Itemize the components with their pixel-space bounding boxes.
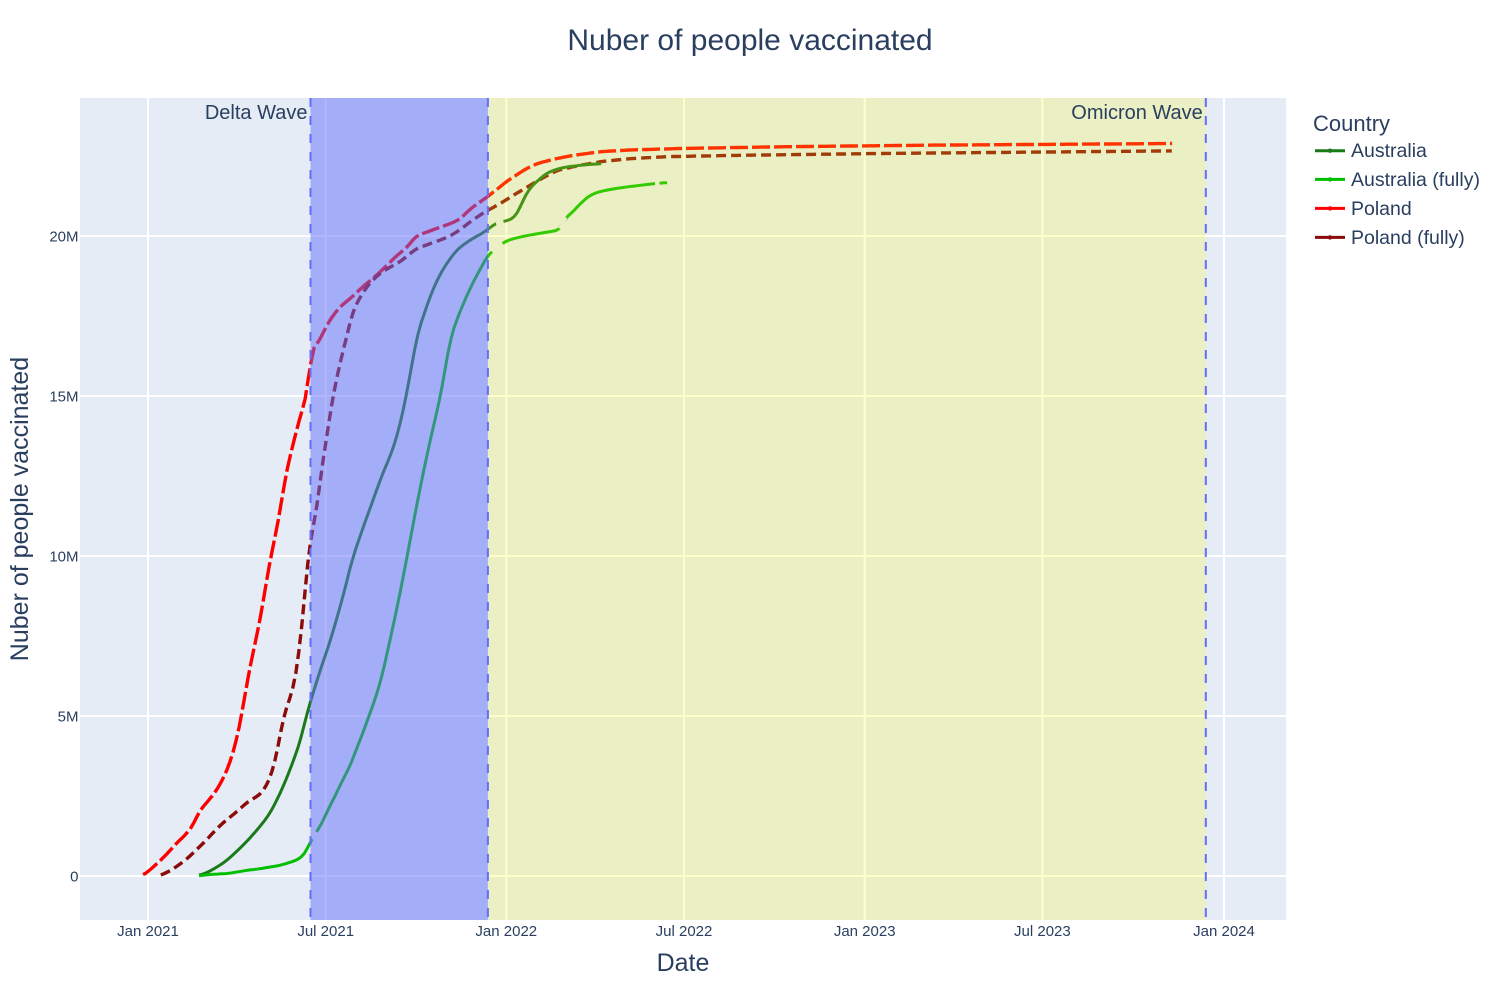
svg-text:Jul 2021: Jul 2021 [297,923,354,940]
svg-text:Jan 2023: Jan 2023 [834,923,896,940]
svg-text:Jul 2023: Jul 2023 [1014,923,1071,940]
svg-text:Date: Date [657,949,710,977]
svg-text:0: 0 [70,868,78,885]
svg-text:Nuber of people vaccinated: Nuber of people vaccinated [567,24,932,57]
svg-text:20M: 20M [49,228,78,245]
svg-text:Jan 2022: Jan 2022 [475,923,537,940]
svg-text:Jul 2022: Jul 2022 [656,923,713,940]
svg-text:Australia: Australia [1351,140,1427,162]
svg-text:5M: 5M [58,708,79,725]
svg-text:Jan 2021: Jan 2021 [117,923,179,940]
svg-text:Poland (fully): Poland (fully) [1351,227,1465,249]
svg-text:Country: Country [1313,111,1390,136]
svg-text:Australia (fully): Australia (fully) [1351,169,1480,191]
svg-text:15M: 15M [49,388,78,405]
svg-text:Nuber of people vaccinated: Nuber of people vaccinated [6,357,34,661]
svg-text:Delta Wave: Delta Wave [205,102,308,124]
svg-text:10M: 10M [49,548,78,565]
svg-text:Jan 2024: Jan 2024 [1193,923,1255,940]
svg-text:Omicron Wave: Omicron Wave [1071,102,1203,124]
svg-text:Poland: Poland [1351,198,1412,220]
